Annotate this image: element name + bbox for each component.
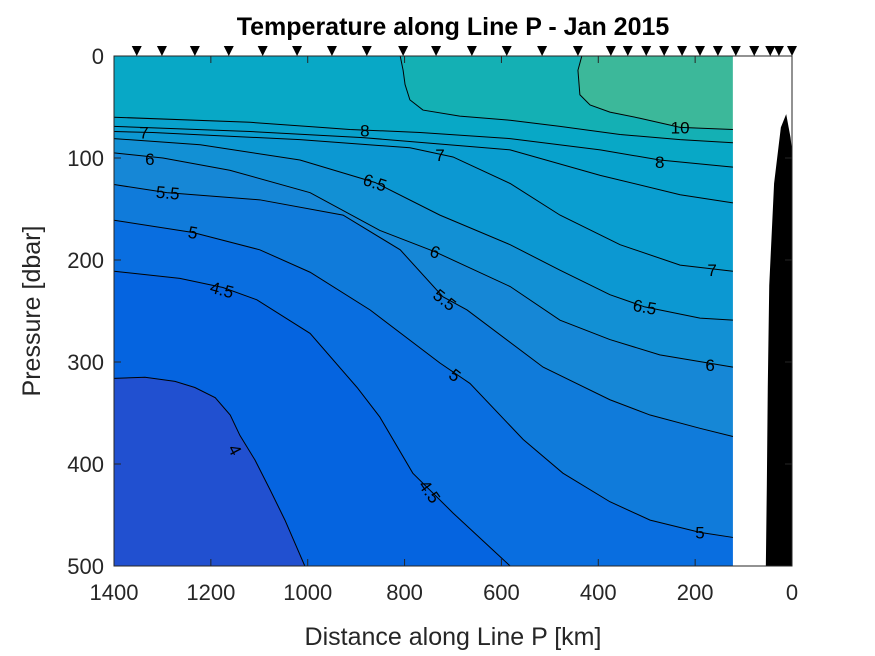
station-marker — [659, 46, 670, 56]
contour-label: 6.5 — [631, 296, 658, 319]
contour-fill-bands — [114, 56, 792, 566]
station-marker — [773, 46, 784, 56]
station-marker — [156, 46, 167, 56]
station-marker — [431, 46, 442, 56]
contour-line-5.5 — [114, 184, 734, 437]
station-marker — [257, 46, 268, 56]
seafloor-shape — [765, 114, 792, 566]
contour-label: 5 — [187, 223, 200, 243]
station-marker — [677, 46, 688, 56]
band-below-4 — [114, 377, 305, 566]
station-marker — [787, 46, 797, 56]
station-marker — [361, 46, 372, 56]
y-tick-label: 300 — [67, 350, 104, 375]
contour-line-8 — [114, 116, 733, 168]
contour-label: 8 — [360, 121, 369, 140]
station-marker — [622, 46, 633, 56]
contour-line-9 — [399, 56, 733, 144]
x-tick-label: 400 — [580, 580, 617, 605]
station-marker — [730, 46, 741, 56]
station-marker — [712, 46, 723, 56]
station-marker — [223, 46, 234, 56]
x-tick-label: 1000 — [283, 580, 332, 605]
contour-label: 8 — [655, 153, 664, 172]
x-tick-label: 200 — [677, 580, 714, 605]
station-marker — [398, 46, 409, 56]
contour-line-6 — [114, 152, 733, 368]
y-tick-label: 0 — [92, 44, 104, 69]
y-tick-label: 200 — [67, 248, 104, 273]
contour-line-4 — [114, 376, 306, 566]
contour-line-10 — [577, 56, 733, 130]
station-marker — [641, 46, 652, 56]
contour-label: 6 — [705, 356, 714, 375]
contour-label: 7 — [435, 146, 444, 165]
y-tick-label: 400 — [67, 452, 104, 477]
bathymetry — [765, 114, 792, 566]
axes: 0 200 400 600 800 1000 1200 1400 0 100 200 300 400 50… — [67, 44, 798, 605]
station-marker — [131, 46, 142, 56]
station-marker — [537, 46, 548, 56]
contour-label: 5.5 — [155, 183, 180, 204]
station-marker — [605, 46, 616, 56]
contour-label: 5 — [695, 523, 704, 542]
contour-line-7.5 — [114, 125, 733, 204]
y-axis-label: Pressure [dbar] — [18, 226, 46, 397]
x-tick-label: 1400 — [90, 580, 139, 605]
x-tick-label: 0 — [786, 580, 798, 605]
x-tick-label: 1200 — [186, 580, 235, 605]
y-tick-label: 100 — [67, 146, 104, 171]
station-marker — [694, 46, 705, 56]
x-tick-label: 600 — [483, 580, 520, 605]
contour-lines — [114, 56, 734, 566]
station-marker — [749, 46, 760, 56]
contour-line-6.5 — [114, 138, 733, 321]
x-axis-label: Distance along Line P [km] — [305, 623, 602, 651]
plot-frame — [113, 55, 793, 567]
station-marker — [326, 46, 337, 56]
y-tick-label: 500 — [67, 554, 104, 579]
station-marker — [292, 46, 303, 56]
contour-line-4.5 — [114, 270, 511, 566]
station-marker — [501, 46, 512, 56]
station-markers — [131, 46, 797, 56]
x-tick-label: 800 — [386, 580, 423, 605]
station-marker — [572, 46, 583, 56]
contour-label: 7 — [707, 261, 716, 280]
station-marker — [189, 46, 200, 56]
contour-line-7 — [114, 130, 733, 272]
station-marker — [765, 46, 776, 56]
station-marker — [466, 46, 477, 56]
contour-label: 10 — [671, 118, 690, 137]
contour-label: 7 — [139, 124, 148, 143]
contour-label: 6 — [145, 150, 154, 169]
contour-line-5 — [114, 219, 733, 538]
chart-title: Temperature along Line P - Jan 2015 — [237, 13, 670, 41]
